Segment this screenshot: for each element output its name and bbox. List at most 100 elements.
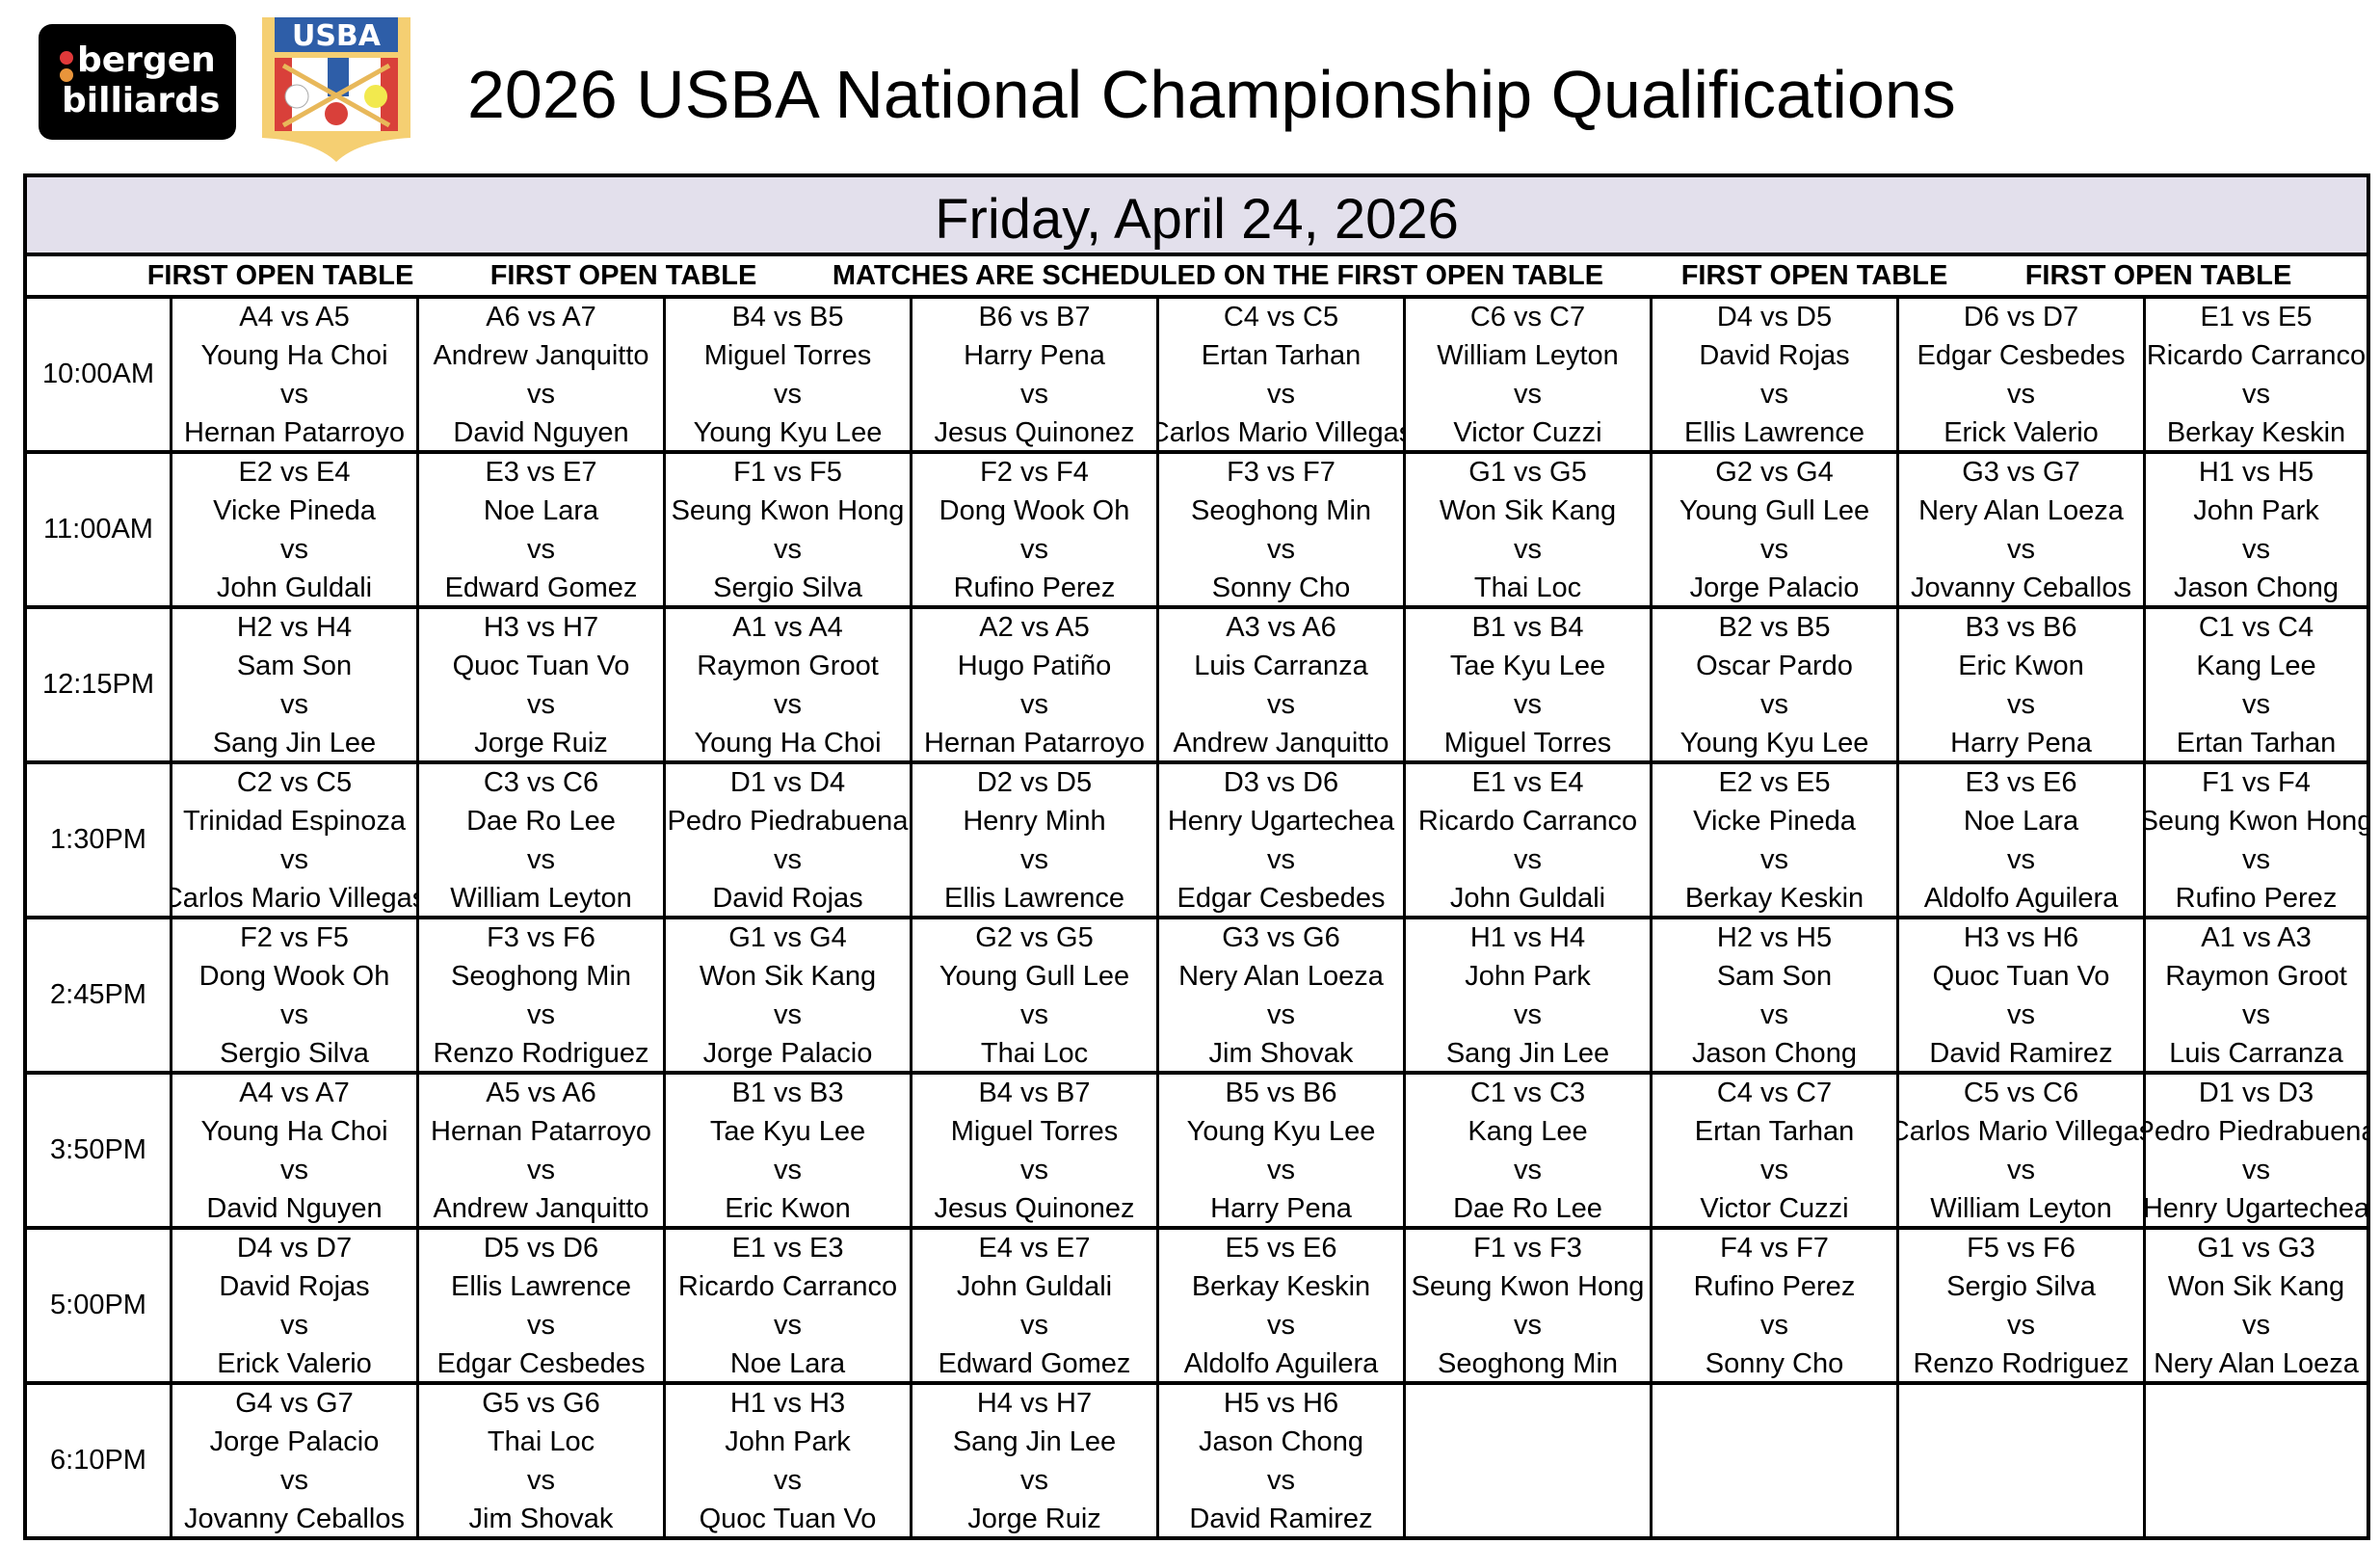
player-one: Dae Ro Lee bbox=[466, 806, 616, 837]
orange-dot-icon bbox=[60, 68, 73, 82]
match-code: A4 vs A5 bbox=[239, 302, 350, 333]
match-code: G1 vs G5 bbox=[1468, 457, 1587, 488]
match-code: D5 vs D6 bbox=[483, 1233, 599, 1264]
match-cell: F2 vs F4 Dong Wook Oh vs Rufino Perez bbox=[912, 454, 1159, 605]
match-code: H1 vs H3 bbox=[729, 1388, 846, 1419]
player-one: Young Gull Lee bbox=[939, 961, 1130, 992]
match-cell: A4 vs A5 Young Ha Choi vs Hernan Patarroyo bbox=[172, 299, 419, 450]
player-one: Vicke Pineda bbox=[213, 495, 376, 526]
player-one: Won Sik Kang bbox=[699, 961, 877, 992]
time-slot-row: 1:30PM C2 vs C5 Trinidad Espinoza vs Carlos … bbox=[27, 764, 2367, 919]
player-one: William Leyton bbox=[1437, 340, 1619, 371]
player-two: Sergio Silva bbox=[713, 572, 862, 603]
vs-label: vs bbox=[1267, 534, 1295, 565]
match-code: F1 vs F3 bbox=[1473, 1233, 1582, 1264]
player-two: Hernan Patarroyo bbox=[924, 728, 1145, 759]
match-cell: C2 vs C5 Trinidad Espinoza vs Carlos Mario … bbox=[172, 764, 419, 916]
time-slot-row: 3:50PM A4 vs A7 Young Ha Choi vs David Nguye… bbox=[27, 1075, 2367, 1230]
player-two: Andrew Janquitto bbox=[1173, 728, 1389, 759]
match-code: A4 vs A7 bbox=[239, 1078, 350, 1108]
player-one: Ricardo Carranco bbox=[1417, 806, 1638, 837]
player-one: Kang Lee bbox=[1468, 1116, 1588, 1147]
match-cell: G1 vs G5 Won Sik Kang vs Thai Loc bbox=[1406, 454, 1653, 605]
match-cell: F1 vs F4 Seung Kwon Hong vs Rufino Perez bbox=[2146, 764, 2367, 916]
player-two: Eric Kwon bbox=[725, 1193, 851, 1224]
player-one: John Guldali bbox=[956, 1271, 1113, 1302]
vs-label: vs bbox=[1020, 379, 1048, 410]
match-cell: A5 vs A6 Hernan Patarroyo vs Andrew Janquit… bbox=[419, 1075, 666, 1226]
bergen-billiards-logo: bergen billiards bbox=[39, 24, 236, 140]
match-code: B2 vs B5 bbox=[1718, 612, 1831, 643]
player-one: Miguel Torres bbox=[703, 340, 872, 371]
match-cell: D4 vs D7 David Rojas vs Erick Valerio bbox=[172, 1230, 419, 1381]
vs-label: vs bbox=[2242, 844, 2270, 875]
time-label: 5:00PM bbox=[27, 1230, 172, 1381]
player-one: Seoghong Min bbox=[1190, 495, 1372, 526]
player-two: David Nguyen bbox=[453, 417, 629, 448]
vs-label: vs bbox=[1760, 379, 1788, 410]
vs-label: vs bbox=[527, 1155, 555, 1185]
vs-label: vs bbox=[280, 1465, 308, 1496]
time-label: 3:50PM bbox=[27, 1075, 172, 1226]
time-slot-row: 11:00AM E2 vs E4 Vicke Pineda vs John Guldal… bbox=[27, 454, 2367, 609]
vs-label: vs bbox=[1020, 534, 1048, 565]
player-one: David Rojas bbox=[1699, 340, 1850, 371]
player-one: Edgar Cesbedes bbox=[1917, 340, 2126, 371]
vs-label: vs bbox=[280, 844, 308, 875]
player-one: Rufino Perez bbox=[1693, 1271, 1856, 1302]
match-cell: A1 vs A3 Raymon Groot vs Luis Carranza bbox=[2146, 919, 2367, 1071]
player-one: Henry Minh bbox=[963, 806, 1106, 837]
player-two: Hernan Patarroyo bbox=[184, 417, 405, 448]
vs-label: vs bbox=[527, 1465, 555, 1496]
match-code: F1 vs F4 bbox=[2202, 767, 2311, 798]
match-code: F2 vs F4 bbox=[980, 457, 1089, 488]
vs-label: vs bbox=[527, 689, 555, 720]
match-code: E3 vs E6 bbox=[1965, 767, 2077, 798]
player-two: Aldolfo Aguilera bbox=[1183, 1348, 1379, 1379]
player-two: Jovanny Ceballos bbox=[184, 1504, 405, 1534]
time-slot-row: 5:00PM D4 vs D7 David Rojas vs Erick Valerio… bbox=[27, 1230, 2367, 1385]
player-two: Ertan Tarhan bbox=[2176, 728, 2337, 759]
vs-label: vs bbox=[527, 534, 555, 565]
player-two: Noe Lara bbox=[729, 1348, 846, 1379]
match-cell: C5 vs C6 Carlos Mario Villegas vs William L… bbox=[1899, 1075, 2146, 1226]
time-slot-row: 12:15PM H2 vs H4 Sam Son vs Sang Jin Lee H3 v… bbox=[27, 609, 2367, 764]
player-one: Quoc Tuan Vo bbox=[1932, 961, 2110, 992]
player-one: Won Sik Kang bbox=[2167, 1271, 2345, 1302]
player-two: Dae Ro Lee bbox=[1453, 1193, 1602, 1224]
player-one: Jorge Palacio bbox=[209, 1426, 380, 1457]
vs-label: vs bbox=[1514, 1310, 1542, 1341]
match-cell: A1 vs A4 Raymon Groot vs Young Ha Choi bbox=[666, 609, 912, 760]
match-code: A6 vs A7 bbox=[486, 302, 596, 333]
vs-label: vs bbox=[1267, 1155, 1295, 1185]
player-one: Kang Lee bbox=[2196, 651, 2316, 681]
match-code: D4 vs D7 bbox=[236, 1233, 353, 1264]
player-one: Tae Kyu Lee bbox=[709, 1116, 866, 1147]
match-code: E2 vs E4 bbox=[238, 457, 351, 488]
player-two: Jorge Ruiz bbox=[474, 728, 608, 759]
time-label: 1:30PM bbox=[27, 764, 172, 916]
match-cell: H2 vs H5 Sam Son vs Jason Chong bbox=[1653, 919, 1899, 1071]
time-label: 2:45PM bbox=[27, 919, 172, 1071]
player-one: Young Kyu Lee bbox=[1186, 1116, 1376, 1147]
vs-label: vs bbox=[1020, 1465, 1048, 1496]
vs-label: vs bbox=[1760, 1155, 1788, 1185]
match-code: A5 vs A6 bbox=[486, 1078, 596, 1108]
vs-label: vs bbox=[774, 1465, 802, 1496]
player-two: Rufino Perez bbox=[2175, 883, 2338, 914]
match-code: B1 vs B4 bbox=[1471, 612, 1584, 643]
match-cell: H1 vs H5 John Park vs Jason Chong bbox=[2146, 454, 2367, 605]
player-two: Berkay Keskin bbox=[2166, 417, 2346, 448]
column-note: FIRST OPEN TABLE bbox=[489, 260, 757, 291]
vs-label: vs bbox=[774, 689, 802, 720]
player-one: Sang Jin Lee bbox=[952, 1426, 1117, 1457]
player-two: Thai Loc bbox=[980, 1038, 1089, 1069]
match-code: C1 vs C3 bbox=[1469, 1078, 1586, 1108]
match-code: D1 vs D4 bbox=[729, 767, 846, 798]
player-one: Harry Pena bbox=[964, 340, 1105, 371]
player-two: Rufino Perez bbox=[953, 572, 1116, 603]
player-two: Young Kyu Lee bbox=[1679, 728, 1869, 759]
match-cell: E1 vs E3 Ricardo Carranco vs Noe Lara bbox=[666, 1230, 912, 1381]
match-code: B6 vs B7 bbox=[978, 302, 1091, 333]
match-code: F3 vs F7 bbox=[1227, 457, 1335, 488]
